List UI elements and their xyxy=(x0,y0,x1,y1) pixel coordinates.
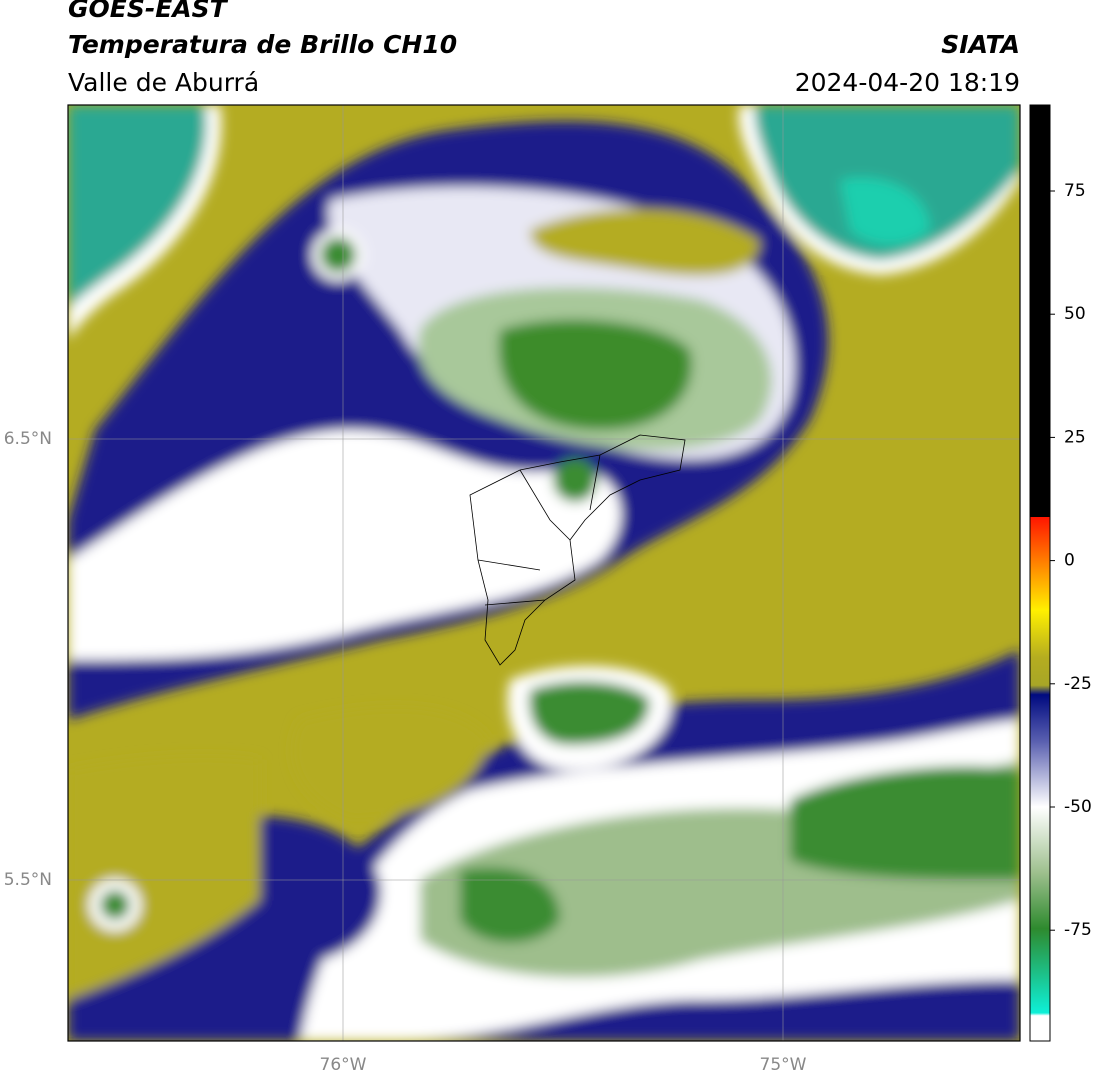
timestamp: 2024-04-20 18:19 xyxy=(794,68,1020,97)
region: Valle de Aburrá xyxy=(68,68,260,97)
colorbar-tick-label: 50 xyxy=(1064,304,1086,324)
title: GOES-EAST xyxy=(68,0,227,23)
lon-label: 76°W xyxy=(320,1055,367,1075)
colorbar-tick-label: -50 xyxy=(1064,797,1092,817)
lon-label: 75°W xyxy=(760,1055,807,1075)
brightness-temperature-field xyxy=(68,105,1020,1041)
lat-label: 6.5°N xyxy=(4,429,52,449)
lat-label: 5.5°N xyxy=(4,870,52,890)
colorbar-ticks: 75 50 25 0 -25 -50 -75 xyxy=(1050,181,1092,940)
colorbar-tick-label: 75 xyxy=(1064,181,1086,201)
colorbar-tick-label: 25 xyxy=(1064,427,1086,447)
colorbar-tick-label: -75 xyxy=(1064,920,1092,940)
colorbar-tick-label: -25 xyxy=(1064,674,1092,694)
subtitle: Temperatura de Brillo CH10 xyxy=(68,30,458,59)
source: SIATA xyxy=(941,30,1020,59)
colorbar xyxy=(1029,104,1051,1042)
colorbar-tick-label: 0 xyxy=(1064,551,1075,571)
